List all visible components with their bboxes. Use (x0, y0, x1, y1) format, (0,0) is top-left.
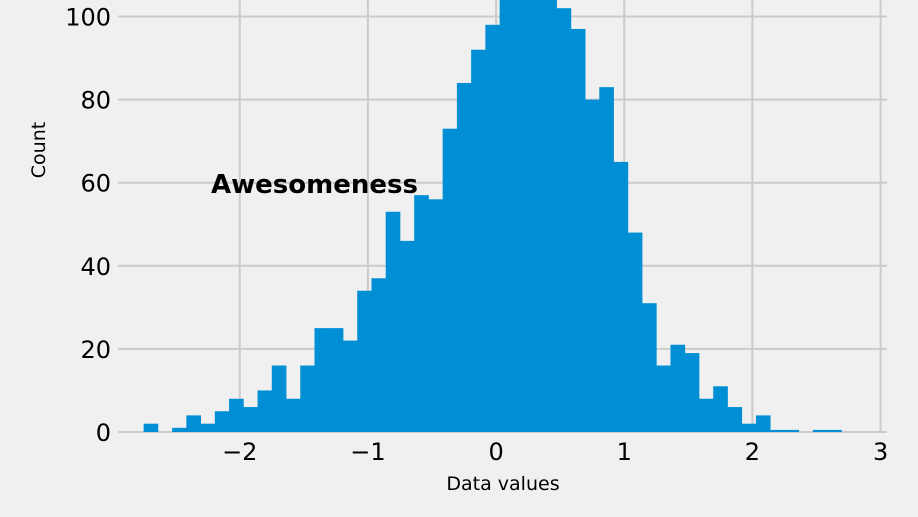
histogram-bar (471, 49, 486, 433)
histogram-bar (328, 328, 344, 432)
histogram-bar (784, 429, 800, 432)
histogram-bar (456, 82, 472, 432)
histogram-bar (342, 340, 358, 432)
histogram-bar (271, 365, 287, 432)
histogram-bar (399, 240, 415, 432)
histogram-bar (812, 429, 828, 432)
y-tick-label: 40 (80, 253, 111, 281)
histogram-bar (642, 303, 657, 432)
histogram-bar (286, 398, 301, 432)
histogram-bar (741, 423, 757, 432)
histogram-bar (585, 99, 600, 432)
histogram-bar (727, 407, 743, 432)
tick-labels: −2 −1 0 1 2 3 0 20 40 60 80 100 (65, 4, 888, 467)
histogram-bar (371, 278, 387, 432)
x-tick-label: 1 (617, 438, 632, 466)
histogram-bar (414, 195, 429, 432)
histogram-bar (827, 429, 842, 432)
annotation-text: Awesomeness (211, 170, 418, 200)
histogram-bar (172, 427, 187, 432)
histogram-bar (613, 161, 629, 433)
histogram-bar (542, 0, 557, 432)
histogram-bar (499, 0, 515, 432)
histogram-bar (314, 328, 330, 432)
histogram-bar (684, 353, 700, 432)
histogram-bar (214, 411, 230, 432)
histogram-bar (229, 398, 244, 432)
histogram-bar (442, 128, 458, 432)
y-tick-label: 100 (65, 4, 111, 32)
histogram-bar (186, 415, 201, 432)
x-tick-label: −1 (350, 438, 385, 466)
histogram-bar (556, 8, 572, 432)
histogram-bar (770, 429, 785, 432)
histogram-bars (143, 0, 842, 433)
histogram-bar (300, 365, 315, 432)
x-tick-label: 0 (488, 438, 503, 466)
histogram-bar (513, 0, 529, 432)
y-tick-label: 0 (96, 419, 111, 447)
histogram-bar (357, 290, 372, 432)
histogram-bar (627, 232, 643, 432)
y-axis-label: Count (28, 122, 50, 178)
histogram-bar (570, 28, 586, 433)
histogram-bar (528, 0, 543, 432)
histogram-bar (698, 398, 714, 432)
histogram-bar (385, 211, 401, 432)
x-tick-label: −2 (222, 438, 257, 466)
histogram-bar (656, 365, 671, 432)
histogram-bar (243, 407, 258, 432)
x-tick-label: 3 (873, 438, 888, 466)
y-tick-label: 60 (80, 170, 111, 198)
y-tick-label: 20 (80, 336, 111, 364)
histogram-bar (755, 415, 771, 432)
histogram-bar (713, 386, 728, 432)
y-tick-label: 80 (80, 87, 111, 115)
x-tick-label: 2 (745, 438, 760, 466)
histogram-bar (670, 344, 686, 432)
histogram-bar (428, 199, 444, 432)
histogram-bar (200, 423, 216, 432)
x-axis-label: Data values (446, 473, 559, 495)
histogram-bar (599, 87, 614, 432)
histogram-bar (485, 24, 501, 433)
histogram-bar (257, 390, 273, 432)
histogram-bar (143, 423, 159, 432)
